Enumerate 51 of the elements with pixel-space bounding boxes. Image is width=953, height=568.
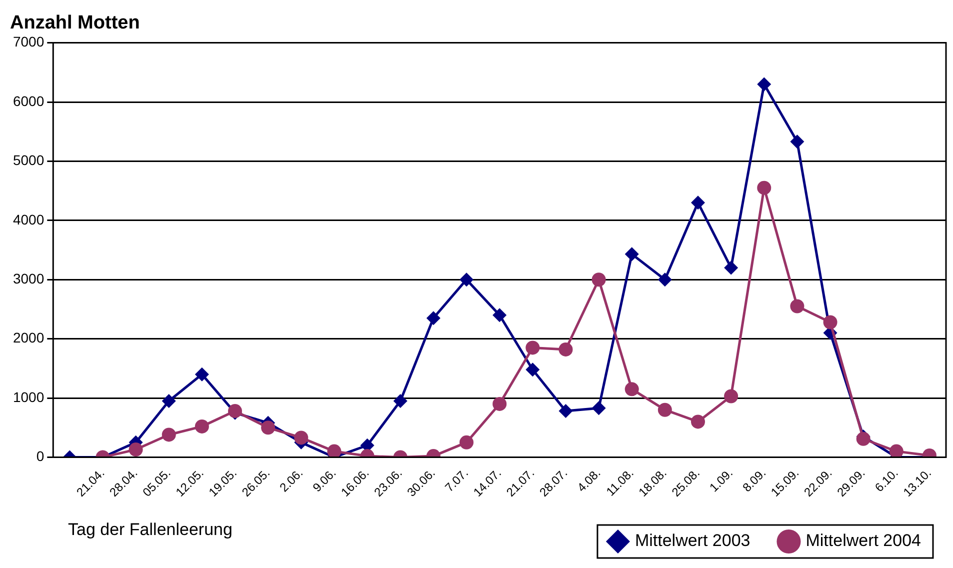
y-tick-label: 4000 <box>12 211 44 228</box>
point <box>724 260 738 275</box>
point <box>592 272 606 287</box>
point <box>790 299 804 314</box>
chart-title: Anzahl Motten <box>10 12 140 34</box>
point <box>526 340 540 355</box>
point <box>194 367 209 382</box>
y-tick-label: 1000 <box>12 388 44 405</box>
point <box>624 247 639 262</box>
point <box>460 272 474 287</box>
point <box>492 396 507 411</box>
x-tick-label: 6.10. <box>872 466 901 495</box>
point <box>757 77 772 92</box>
y-tick-label: 5000 <box>12 152 44 168</box>
point <box>658 402 672 417</box>
point <box>757 180 772 195</box>
point <box>426 311 440 326</box>
point <box>624 382 639 396</box>
point <box>128 442 143 457</box>
point <box>658 272 672 287</box>
point <box>592 401 606 416</box>
point <box>393 394 408 408</box>
y-tick-label: 2000 <box>12 330 44 346</box>
point <box>690 414 705 429</box>
y-tick-label: 3000 <box>12 270 44 286</box>
legend-label: Mittelwert 2003 <box>634 531 750 550</box>
point <box>558 404 573 418</box>
point <box>460 435 474 450</box>
point <box>690 196 705 210</box>
point <box>162 428 176 442</box>
point <box>790 134 804 149</box>
y-tick-label: 7000 <box>12 34 44 50</box>
point <box>889 444 904 458</box>
point <box>194 419 209 434</box>
point <box>558 342 573 356</box>
point <box>492 308 507 322</box>
y-tick-label: 6000 <box>12 92 44 109</box>
point <box>823 315 838 330</box>
point <box>526 362 540 377</box>
y-tick-label: 0 <box>36 448 44 464</box>
point <box>294 430 308 445</box>
point <box>724 389 738 404</box>
x-axis-title: Tag der Fallenleerung <box>68 520 232 539</box>
point <box>261 420 276 435</box>
point <box>327 444 342 458</box>
x-tick-label: 4.08. <box>574 466 604 495</box>
x-tick-label: 8.09. <box>740 466 769 495</box>
x-tick-label: 9.06. <box>310 466 339 495</box>
legend-label: Mittelwert 2004 <box>806 531 922 550</box>
point <box>856 432 870 446</box>
point <box>162 394 176 408</box>
